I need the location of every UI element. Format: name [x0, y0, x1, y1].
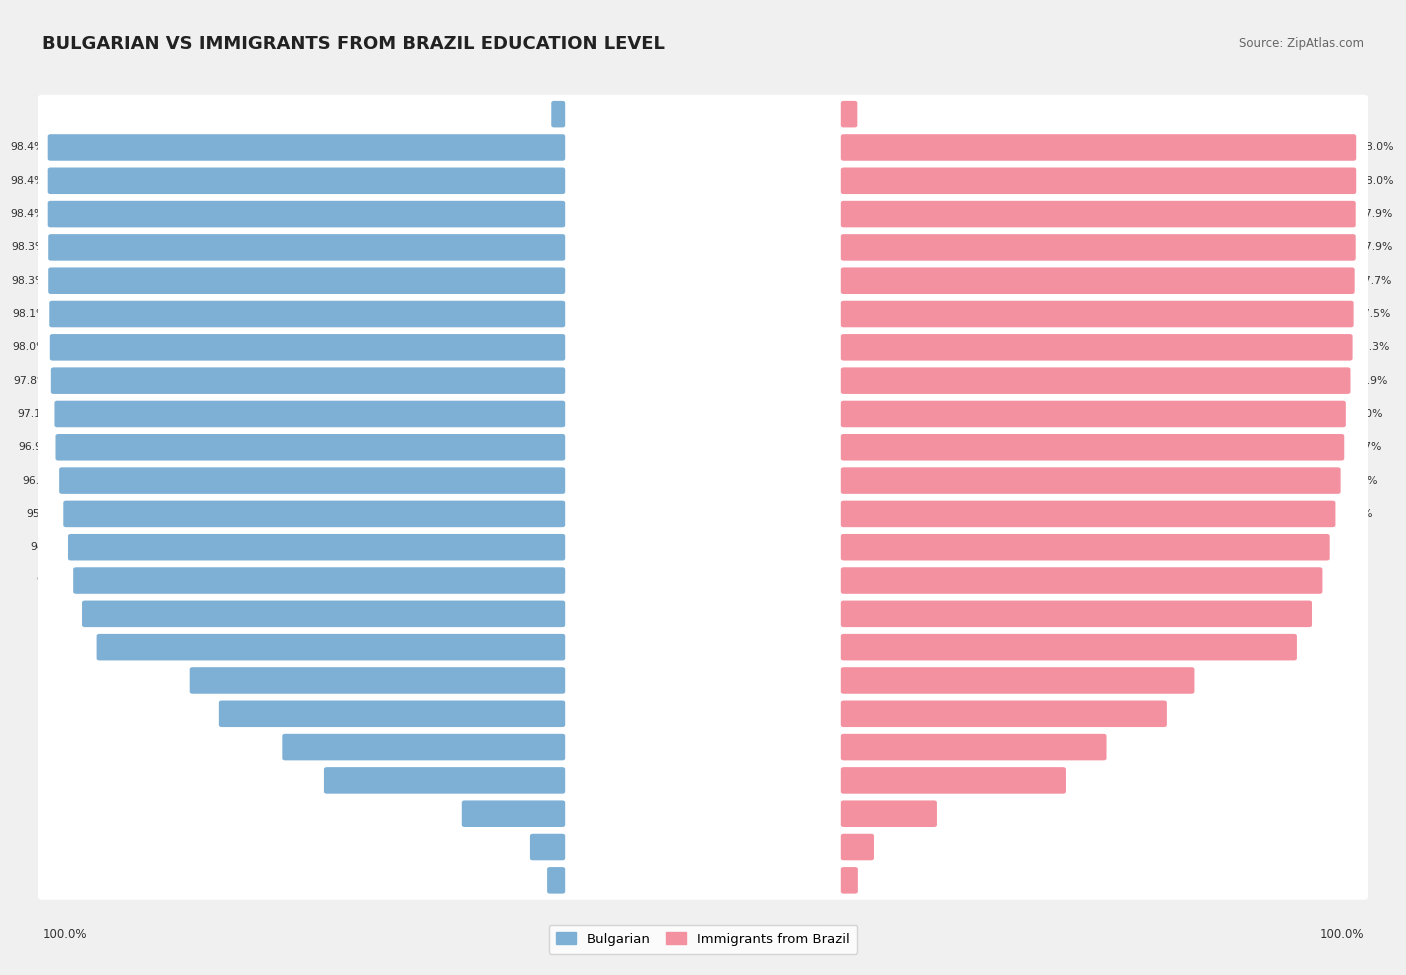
- Text: 98.4%: 98.4%: [10, 142, 45, 152]
- Text: 97.5%: 97.5%: [1357, 309, 1391, 319]
- Text: 5.7%: 5.7%: [499, 842, 527, 852]
- Text: 96.9%: 96.9%: [1354, 375, 1388, 386]
- Text: 2.1%: 2.1%: [860, 109, 887, 119]
- Text: 98.4%: 98.4%: [10, 176, 45, 186]
- Text: College, Under 1 year: College, Under 1 year: [644, 676, 762, 685]
- Text: 2.4%: 2.4%: [517, 876, 544, 885]
- Text: 89.5%: 89.5%: [1315, 608, 1350, 619]
- Text: 95.4%: 95.4%: [27, 509, 60, 519]
- Text: 12th Grade, No Diploma: 12th Grade, No Diploma: [637, 575, 769, 586]
- Text: College, 1 year or more: College, 1 year or more: [638, 709, 768, 719]
- Text: 71.1%: 71.1%: [152, 676, 187, 685]
- Legend: Bulgarian, Immigrants from Brazil: Bulgarian, Immigrants from Brazil: [548, 924, 858, 954]
- Text: 96.9%: 96.9%: [18, 443, 52, 452]
- Text: 42.2%: 42.2%: [1069, 775, 1104, 786]
- Text: Master's Degree: Master's Degree: [658, 808, 748, 819]
- Text: 98.0%: 98.0%: [1360, 176, 1393, 186]
- Text: High School Diploma: High School Diploma: [647, 608, 759, 619]
- Text: 66.9%: 66.9%: [1198, 676, 1232, 685]
- Text: 4th Grade: 4th Grade: [676, 309, 730, 319]
- Text: 1st Grade: 1st Grade: [676, 209, 730, 219]
- Text: GED/Equivalency: GED/Equivalency: [657, 643, 749, 652]
- Text: 11th Grade: 11th Grade: [672, 542, 734, 552]
- Text: BULGARIAN VS IMMIGRANTS FROM BRAZIL EDUCATION LEVEL: BULGARIAN VS IMMIGRANTS FROM BRAZIL EDUC…: [42, 35, 665, 53]
- Text: 97.8%: 97.8%: [14, 375, 48, 386]
- Text: Professional Degree: Professional Degree: [648, 842, 758, 852]
- Text: 89.0%: 89.0%: [59, 643, 94, 652]
- Text: 6th Grade: 6th Grade: [676, 375, 730, 386]
- Text: 100.0%: 100.0%: [1319, 927, 1364, 941]
- Text: Bachelor's Degree: Bachelor's Degree: [652, 775, 754, 786]
- Text: 9th Grade: 9th Grade: [676, 476, 730, 486]
- Text: 98.3%: 98.3%: [11, 276, 45, 286]
- Text: 53.3%: 53.3%: [245, 742, 280, 752]
- Text: 94.0%: 94.0%: [1339, 509, 1372, 519]
- Text: 92.9%: 92.9%: [1333, 542, 1367, 552]
- Text: Source: ZipAtlas.com: Source: ZipAtlas.com: [1239, 37, 1364, 51]
- Text: 5th Grade: 5th Grade: [676, 342, 730, 352]
- Text: 100.0%: 100.0%: [42, 927, 87, 941]
- Text: 97.1%: 97.1%: [17, 409, 52, 419]
- Text: 98.4%: 98.4%: [10, 209, 45, 219]
- Text: 2nd Grade: 2nd Grade: [675, 243, 731, 253]
- Text: 8th Grade: 8th Grade: [676, 443, 730, 452]
- Text: 3rd Grade: 3rd Grade: [675, 276, 731, 286]
- Text: 50.0%: 50.0%: [1109, 742, 1144, 752]
- Text: Associate's Degree: Associate's Degree: [651, 742, 755, 752]
- Text: 97.9%: 97.9%: [1358, 209, 1393, 219]
- Text: 18.8%: 18.8%: [425, 808, 458, 819]
- Text: 97.3%: 97.3%: [1355, 342, 1389, 352]
- Text: 65.5%: 65.5%: [181, 709, 217, 719]
- Text: 91.8%: 91.8%: [45, 608, 79, 619]
- Text: 5.3%: 5.3%: [877, 842, 904, 852]
- Text: 94.5%: 94.5%: [31, 542, 65, 552]
- Text: No Schooling Completed: No Schooling Completed: [636, 109, 770, 119]
- Text: 97.9%: 97.9%: [1358, 243, 1393, 253]
- Text: Nursery School: Nursery School: [662, 142, 744, 152]
- Text: Kindergarten: Kindergarten: [668, 176, 738, 186]
- Text: 7th Grade: 7th Grade: [676, 409, 730, 419]
- Text: 61.6%: 61.6%: [1170, 709, 1204, 719]
- Text: Doctorate Degree: Doctorate Degree: [654, 876, 752, 885]
- Text: 93.5%: 93.5%: [37, 575, 70, 586]
- Text: 2.2%: 2.2%: [860, 876, 889, 885]
- Text: 1.6%: 1.6%: [522, 109, 548, 119]
- Text: 98.0%: 98.0%: [13, 342, 46, 352]
- Text: 45.3%: 45.3%: [287, 775, 321, 786]
- Text: 98.1%: 98.1%: [13, 309, 46, 319]
- Text: 96.0%: 96.0%: [1348, 409, 1384, 419]
- Text: 97.7%: 97.7%: [1357, 276, 1392, 286]
- Text: 17.4%: 17.4%: [939, 808, 974, 819]
- Text: 98.0%: 98.0%: [1360, 142, 1393, 152]
- Text: 10th Grade: 10th Grade: [672, 509, 734, 519]
- Text: 98.3%: 98.3%: [11, 243, 45, 253]
- Text: 91.5%: 91.5%: [1326, 575, 1360, 586]
- Text: 95.7%: 95.7%: [1347, 443, 1382, 452]
- Text: 96.2%: 96.2%: [22, 476, 56, 486]
- Text: 86.6%: 86.6%: [1299, 643, 1334, 652]
- Text: 95.0%: 95.0%: [1344, 476, 1378, 486]
